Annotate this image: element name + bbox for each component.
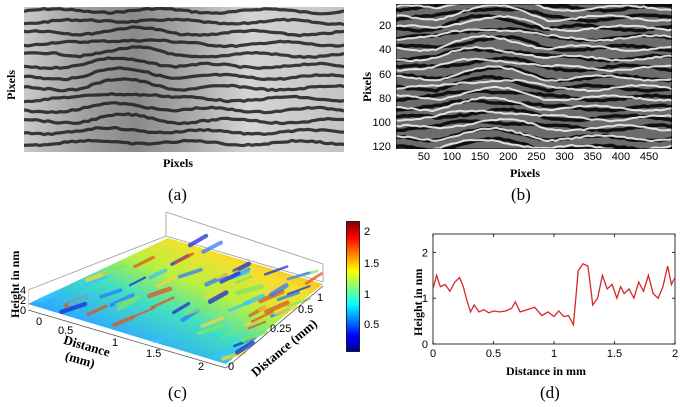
panel-d-ytick: 2 [422,247,428,259]
panel-b-xtick: 450 [639,151,659,163]
panel-b-xtick: 100 [442,151,462,163]
panel-c-xtick: 1.5 [146,348,162,360]
panel-c-colorbar-tick: 1 [364,289,371,301]
panel-b-ylabel: Pixels [360,72,374,102]
panel-c-colorbar-tick: 0.5 [364,319,380,331]
panel-c-ytick: 0 [228,361,235,373]
panel-c-xtick: 2 [198,361,205,373]
panel-d-caption: (d) [540,383,560,402]
panel-a-ylabel: Pixels [4,70,18,100]
panel-c-ytick: 0.5 [298,304,314,316]
panel-c-xtick: 0.5 [58,325,74,337]
panel-b-xtick: 300 [555,151,574,163]
panel-b-caption: (b) [511,185,531,204]
panel-d-xtick: 1 [551,348,557,360]
panel-c-colorbar [346,221,360,352]
panel-d-xlabel: Distance in mm [506,364,586,378]
panel-c-3d-surface [28,212,324,369]
panel-c-ytick: 0.25 [270,323,292,335]
panel-c-caption: (c) [168,383,187,402]
panel-c-xtick: 0 [36,316,43,328]
panel-d-ytick: 0 [422,339,428,351]
panel-c-colorbar-tick: 2 [364,226,371,238]
panel-d-xtick: 1.5 [607,348,622,360]
panel-a-xlabel: Pixels [163,156,193,170]
panel-b-xtick: 150 [470,151,490,163]
panel-a-fringe-image [24,7,344,152]
panel-d-xtick: 0 [430,348,436,360]
panel-b-wrapped-phase-image [396,4,672,149]
panel-c-ztick: 4 [20,285,27,297]
panel-b-ytick: 120 [372,141,391,153]
panel-b-ytick: 60 [379,68,392,81]
panel-c-xtick: 1 [112,337,119,349]
panel-c-colorbar-tick: 1.5 [364,258,380,270]
panel-d-xtick: 0.5 [486,348,501,360]
panel-b-xtick: 200 [499,151,518,163]
panel-b-ytick: 40 [379,44,392,57]
panel-b-xlabel: Pixels [510,166,540,180]
panel-d-line-chart: 0 0.5 1 1.5 2 0 1 2 [422,233,678,360]
panel-b-ytick: 80 [379,92,392,105]
panel-b-ytick: 20 [379,20,392,33]
panel-b-xtick: 50 [417,151,430,163]
panel-b-xtick: 350 [583,151,602,163]
panel-a-caption: (a) [168,185,187,204]
panel-d-profile-line [432,262,676,328]
panel-c-ytick: 1 [317,292,324,304]
panel-b-ytick: 100 [372,116,391,129]
panel-b-xtick: 250 [527,151,546,163]
panel-d-axes-frame [432,233,676,345]
panel-c-ztick: 0 [20,305,27,317]
panel-d-ytick: 1 [422,293,428,305]
panel-c-ztick: 2 [20,295,27,307]
panel-b-xtick: 400 [611,151,631,163]
panel-d-xtick: 2 [672,348,678,360]
